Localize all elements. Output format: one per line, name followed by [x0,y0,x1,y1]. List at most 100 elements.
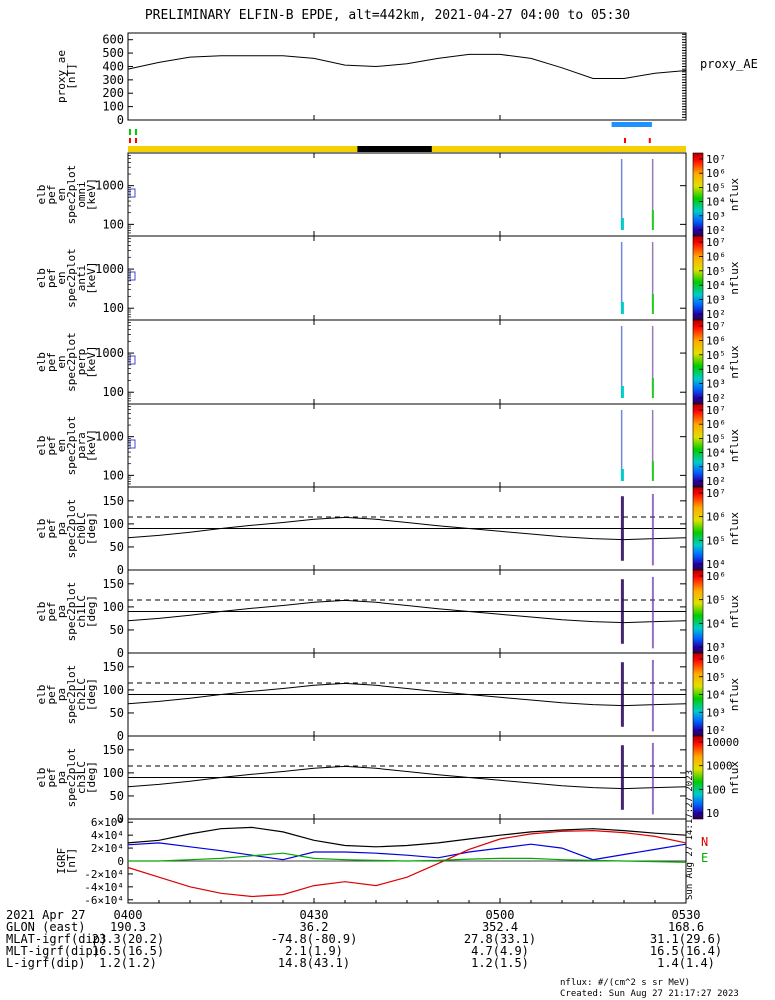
spec-anti-cbar-label: nflux [728,261,741,294]
spec-perp-data-strip [651,326,654,390]
proxy-ae-right-label: proxy_AE [700,57,758,71]
spec-omni-data-strip [651,159,654,222]
igrf-series-line [127,826,687,848]
pa-ch2-cbar-tick-label: 10⁶ [706,653,726,666]
spec-para-data-strip [651,410,654,473]
pa-ch3-ylabel-line: ch3LC [75,761,88,794]
spec-para-data-strip [651,461,654,481]
pa-ch0-ylabel-line: elb [35,519,48,539]
proxy-ae-ytick-label: 200 [102,86,124,100]
pa-ch3-ylabel-line: pef [45,768,58,788]
igrf-ytick-label: 6×10⁴ [91,816,124,829]
ephemeris-row-label: MLT-igrf(dip) [6,944,100,958]
spec-anti-cbar-tick-label: 10⁵ [706,265,726,278]
pa-ch0-ytick-label: 150 [102,494,124,508]
pa-ch3-loss-cone-curve [127,765,687,790]
pa-ch0-ylabel-line: pa [55,522,68,535]
spec-anti-ylabel-line: [keV] [85,261,98,294]
spec-anti-cbar-tick-label: 10⁶ [706,250,726,263]
pa-ch1-colorbar [692,569,704,654]
proxy-ae-ytick-label: 600 [102,33,124,47]
spec-para-ylabel-line: pef [45,436,58,456]
pa-ch2-ylabel-line: pa [55,688,68,701]
spec-anti-data-strip [620,302,624,314]
spec-anti-ylabel-line: pef [45,268,58,288]
pa-ch0-ylabel-line: pef [45,519,58,539]
spec-anti-cbar-tick-label: 10⁷ [706,236,726,249]
igrf-series-line [127,829,687,898]
pa-ch2-data-strip [620,662,624,727]
pa-ch0-ylabel-line: spec2plot [65,499,78,559]
pa-ch2-ytick-label: 0 [117,729,124,743]
ephemeris-row-label: GLON (east) [6,920,85,934]
spec-anti-frame [127,235,687,321]
spec-anti-ylabel-line: en [55,271,68,284]
pa-ch1-cbar-tick-label: 10⁴ [706,617,726,630]
spec-omni-ytick-label: 1000 [95,179,124,193]
spec-perp-data-strip [620,326,623,390]
pa-ch1-cbar-tick-label: 10³ [706,641,726,654]
ephemeris-value: 2.1(1.9) [285,944,343,958]
spec-perp-ylabel-line: spec2plot [65,332,78,392]
ephemeris-row-label: 2021 Apr 27 [6,908,85,922]
proxy-ae-ylabel-line: proxy_ae [55,50,68,103]
pa-ch0-loss-cone-curve [127,516,687,541]
spec-perp-data-strip [620,386,624,398]
igrf-ytick-label: -6×10⁴ [84,894,124,907]
pa-ch0-ytick-label: 50 [110,540,124,554]
pa-ch2-ytick-label: 100 [102,683,124,697]
pa-ch3-cbar-tick-label: 10 [706,807,719,820]
status-tick-green [129,129,131,135]
pa-ch2-data-strip [651,659,654,732]
pa-ch2-ytick-label: 50 [110,706,124,720]
ephemeris-value: 14.8(43.1) [278,956,350,970]
plot-title: PRELIMINARY ELFIN-B EPDE, alt=442km, 202… [144,8,631,23]
ephemeris-row-label: L-igrf(dip) [6,956,85,970]
spec-perp-cbar-tick-label: 10⁶ [706,334,726,347]
pa-ch1-cbar-tick-label: 10⁵ [706,594,726,607]
pa-ch3-ytick-label: 50 [110,789,124,803]
ephemeris-value: 352.4 [482,920,518,934]
proxy-ae-ylabel-line: [nT] [65,63,78,90]
proxy-ae-line [127,53,687,79]
pa-ch2-cbar-tick-label: 10² [706,724,726,737]
pa-ch2-ylabel-line: spec2plot [65,665,78,725]
spec-anti-colorbar [692,235,704,321]
igrf-label-e: E [701,851,708,865]
spec-omni-cbar-label: nflux [728,178,741,211]
igrf-ytick-label: 2×10⁴ [91,842,124,855]
pa-ch3-ytick-label: 0 [117,812,124,826]
pa-ch3-ytick-label: 100 [102,766,124,780]
spec-anti-ylabel-line: spec2plot [65,248,78,308]
spec-omni-ylabel-line: spec2plot [65,165,78,225]
pa-ch2-ytick-label: 150 [102,660,124,674]
pa-ch3-ylabel-line: pa [55,771,68,784]
spec-omni-cbar-tick-label: 10⁵ [706,181,726,194]
spec-omni-ylabel-line: [keV] [85,178,98,211]
pa-ch1-ylabel-line: ch1LC [75,595,88,628]
collection-bar [611,122,652,127]
spec-perp-ylabel-line: elb [35,352,48,372]
spec-para-cbar-tick-label: 10⁴ [706,447,726,460]
spec-perp-data-strip [651,378,654,398]
spec-perp-ylabel-line: pef [45,352,58,372]
ephemeris-value: 27.8(33.1) [464,932,536,946]
spec-omni-frame [127,152,687,237]
spec-anti-data-strip [620,242,623,306]
igrf-ytick-label: -4×10⁴ [84,881,124,894]
pa-ch0-colorbar [692,486,704,571]
spec-anti-cbar-tick-label: 10² [706,308,726,321]
spec-omni-colorbar [692,152,704,237]
spec-omni-cbar-tick-label: 10⁶ [706,167,726,180]
footer-units: nflux: #/(cm^2 s sr MeV) [560,978,691,988]
pa-ch0-data-strip [651,493,654,566]
ephemeris-value: 31.1(29.6) [650,932,722,946]
spec-para-cbar-tick-label: 10⁶ [706,418,726,431]
spec-omni-ylabel-line: elb [35,185,48,205]
pa-ch2-ylabel-line: pef [45,685,58,705]
spec-para-ytick-label: 100 [102,468,124,482]
pa-ch3-data-strip [651,742,654,815]
spec-para-ylabel-line: spec2plot [65,416,78,476]
pa-ch0-ytick-label: 100 [102,517,124,531]
spec-para-cbar-tick-label: 10⁷ [706,404,726,417]
